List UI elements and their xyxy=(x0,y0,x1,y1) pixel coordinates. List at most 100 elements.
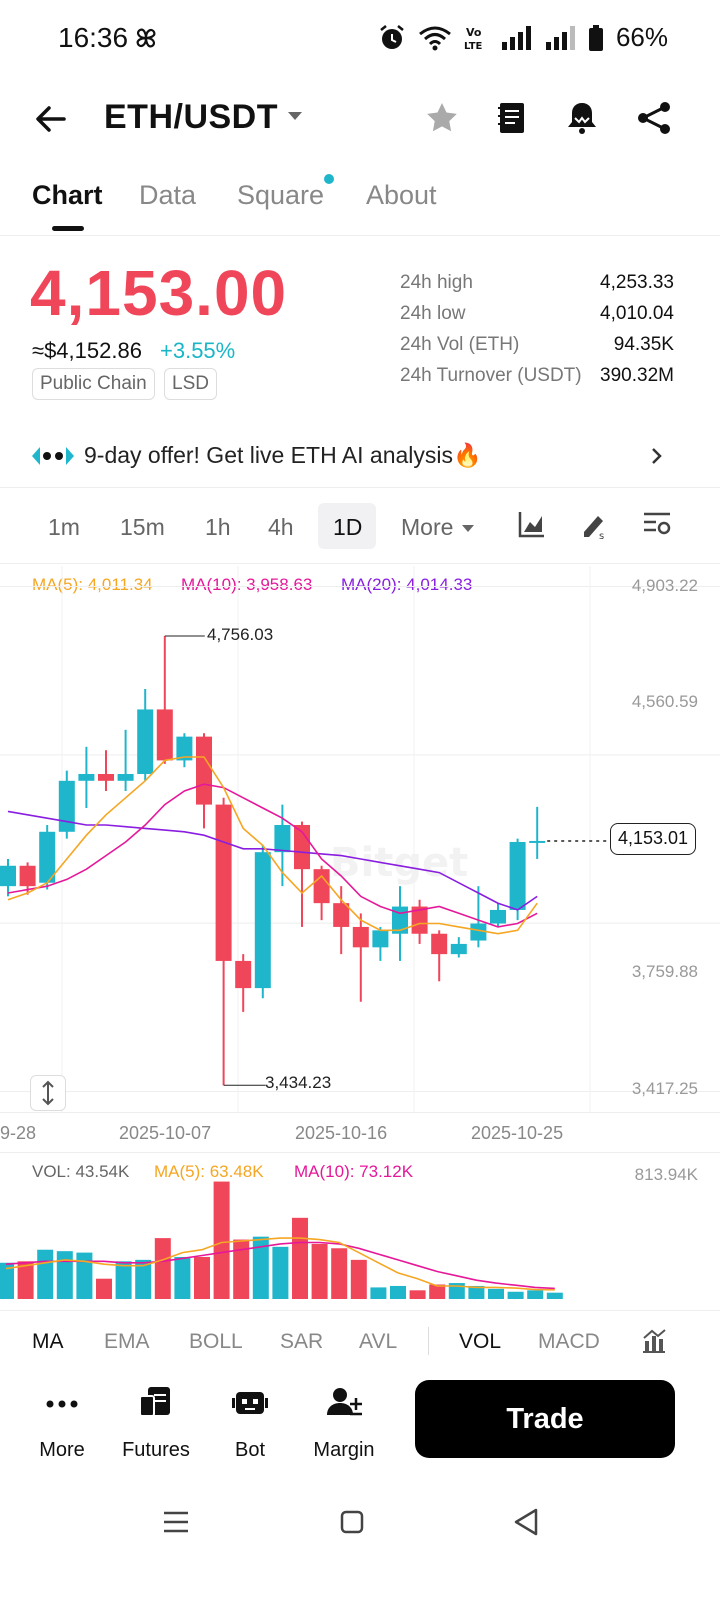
star-icon[interactable] xyxy=(424,100,460,136)
more-caret-icon[interactable] xyxy=(462,525,474,532)
bell-icon[interactable] xyxy=(564,100,600,136)
candlestick-chart[interactable]: Bitget xyxy=(0,566,720,1112)
vol-ma5-line xyxy=(5,1237,555,1291)
volume-chart[interactable] xyxy=(0,1153,720,1300)
candle-body xyxy=(313,869,330,904)
interval-1m[interactable]: 1m xyxy=(48,514,80,540)
tab-about[interactable]: About xyxy=(366,180,437,210)
indicator-ema[interactable]: EMA xyxy=(104,1330,150,1353)
last-price: 4,153.00 xyxy=(30,257,288,329)
date-label: 2025-10-07 xyxy=(119,1123,212,1143)
y-axis-label: 3,417.25 xyxy=(631,1079,698,1098)
chevron-right-icon[interactable] xyxy=(650,446,664,466)
trade-button[interactable]: Trade xyxy=(415,1380,675,1458)
volume-bar xyxy=(56,1251,73,1299)
draw-icon[interactable]: s xyxy=(580,510,610,540)
battery-level: 66% xyxy=(615,22,668,52)
notification-dot xyxy=(324,174,334,184)
vol-ma5-legend: MA(5): 63.48K xyxy=(154,1162,264,1181)
ma20-legend: MA(20): 4,014.33 xyxy=(341,575,473,594)
indicator-vol[interactable]: VOL xyxy=(459,1330,502,1353)
interval-15m[interactable]: 15m xyxy=(120,514,165,540)
ma10-legend: MA(10): 3,958.63 xyxy=(181,575,313,594)
home-icon[interactable] xyxy=(338,1508,366,1536)
volume-bar xyxy=(527,1290,544,1299)
settings-icon[interactable] xyxy=(642,510,672,538)
interval-more[interactable]: More xyxy=(401,514,454,540)
notebook-icon[interactable] xyxy=(496,100,528,136)
recent-apps-icon[interactable] xyxy=(160,1508,192,1536)
indicator-avl[interactable]: AVL xyxy=(359,1330,398,1353)
interval-1d[interactable]: 1D xyxy=(333,514,363,540)
watermark-logo: Bitget xyxy=(330,840,468,886)
candle-body xyxy=(509,841,526,910)
interval-1h[interactable]: 1h xyxy=(205,514,231,540)
volume-bar xyxy=(135,1259,152,1299)
share-icon[interactable] xyxy=(636,100,672,136)
tag-public-chain[interactable]: Public Chain xyxy=(32,368,155,400)
candle-body xyxy=(235,960,252,989)
indicator-sar[interactable]: SAR xyxy=(280,1330,324,1353)
candle-body xyxy=(490,909,506,924)
volume-bar xyxy=(292,1217,308,1299)
battery-icon xyxy=(588,24,603,51)
date-label: 2025-10-25 xyxy=(471,1123,564,1143)
indicator-macd[interactable]: MACD xyxy=(538,1330,600,1353)
indicator-selector: MA EMA BOLL SAR AVL VOL MACD xyxy=(0,1310,720,1372)
more-icon xyxy=(46,1400,78,1408)
candle-body xyxy=(333,903,350,927)
indicator-settings-icon[interactable] xyxy=(640,1327,668,1355)
wifi-icon xyxy=(419,26,451,50)
volume-bar xyxy=(213,1181,230,1299)
vol-ma10-line xyxy=(5,1241,555,1290)
candle-body xyxy=(411,906,428,934)
indicator-separator xyxy=(428,1327,429,1355)
system-nav-bar xyxy=(0,1490,720,1604)
tab-chart[interactable]: Chart xyxy=(32,180,103,210)
volume-bar xyxy=(174,1256,191,1299)
y-axis-label: 4,560.59 xyxy=(631,692,698,711)
back-arrow-icon[interactable] xyxy=(34,102,68,136)
candle-body xyxy=(156,709,173,761)
volume-bars xyxy=(0,1181,563,1299)
signal-icon xyxy=(501,25,531,50)
stat-24h-turnover-label: 24h Turnover (USDT) xyxy=(400,365,582,386)
volume-bar xyxy=(390,1285,406,1299)
action-futures[interactable]: Futures xyxy=(108,1384,204,1462)
status-time: 16:36 xyxy=(58,22,129,53)
volume-bar xyxy=(115,1261,132,1299)
indicator-boll[interactable]: BOLL xyxy=(189,1330,243,1353)
back-nav-icon[interactable] xyxy=(510,1506,542,1538)
ai-analysis-promo[interactable]: 9-day offer! Get live ETH AI analysis🔥 xyxy=(0,424,720,488)
svg-text:Vo: Vo xyxy=(466,26,482,39)
pair-dropdown-caret-icon[interactable] xyxy=(288,112,302,120)
action-bot[interactable]: Bot xyxy=(202,1384,298,1462)
ma10-line xyxy=(7,783,538,928)
action-margin[interactable]: Margin xyxy=(296,1384,392,1462)
volume-divider xyxy=(0,1152,720,1153)
action-more-label: More xyxy=(39,1439,85,1461)
action-more[interactable]: More xyxy=(14,1384,110,1462)
candles-group xyxy=(0,636,546,1086)
trading-pair-title[interactable]: ETH/USDT xyxy=(104,98,278,136)
interval-4h[interactable]: 4h xyxy=(268,514,294,540)
tab-data[interactable]: Data xyxy=(139,180,197,210)
candle-body xyxy=(529,840,546,843)
tab-square[interactable]: Square xyxy=(237,180,325,210)
volume-bar xyxy=(507,1291,524,1299)
ma5-line xyxy=(7,756,538,935)
indicator-ma[interactable]: MA xyxy=(32,1330,64,1353)
volte-icon: Vo LTE xyxy=(464,26,483,52)
volume-bar xyxy=(429,1284,446,1299)
chart-resize-button[interactable] xyxy=(30,1075,66,1111)
active-tab-indicator xyxy=(52,226,84,231)
stat-24h-turnover-value: 390.32M xyxy=(600,365,674,386)
volume-bar xyxy=(409,1290,426,1299)
date-label: 9-28 xyxy=(0,1123,37,1143)
chart-type-icon[interactable] xyxy=(518,510,546,538)
candle-body xyxy=(450,943,467,955)
volume-bar xyxy=(272,1246,289,1299)
candle-body xyxy=(58,780,75,832)
tag-lsd[interactable]: LSD xyxy=(164,368,217,400)
price-change-percent: +3.55% xyxy=(160,338,236,363)
